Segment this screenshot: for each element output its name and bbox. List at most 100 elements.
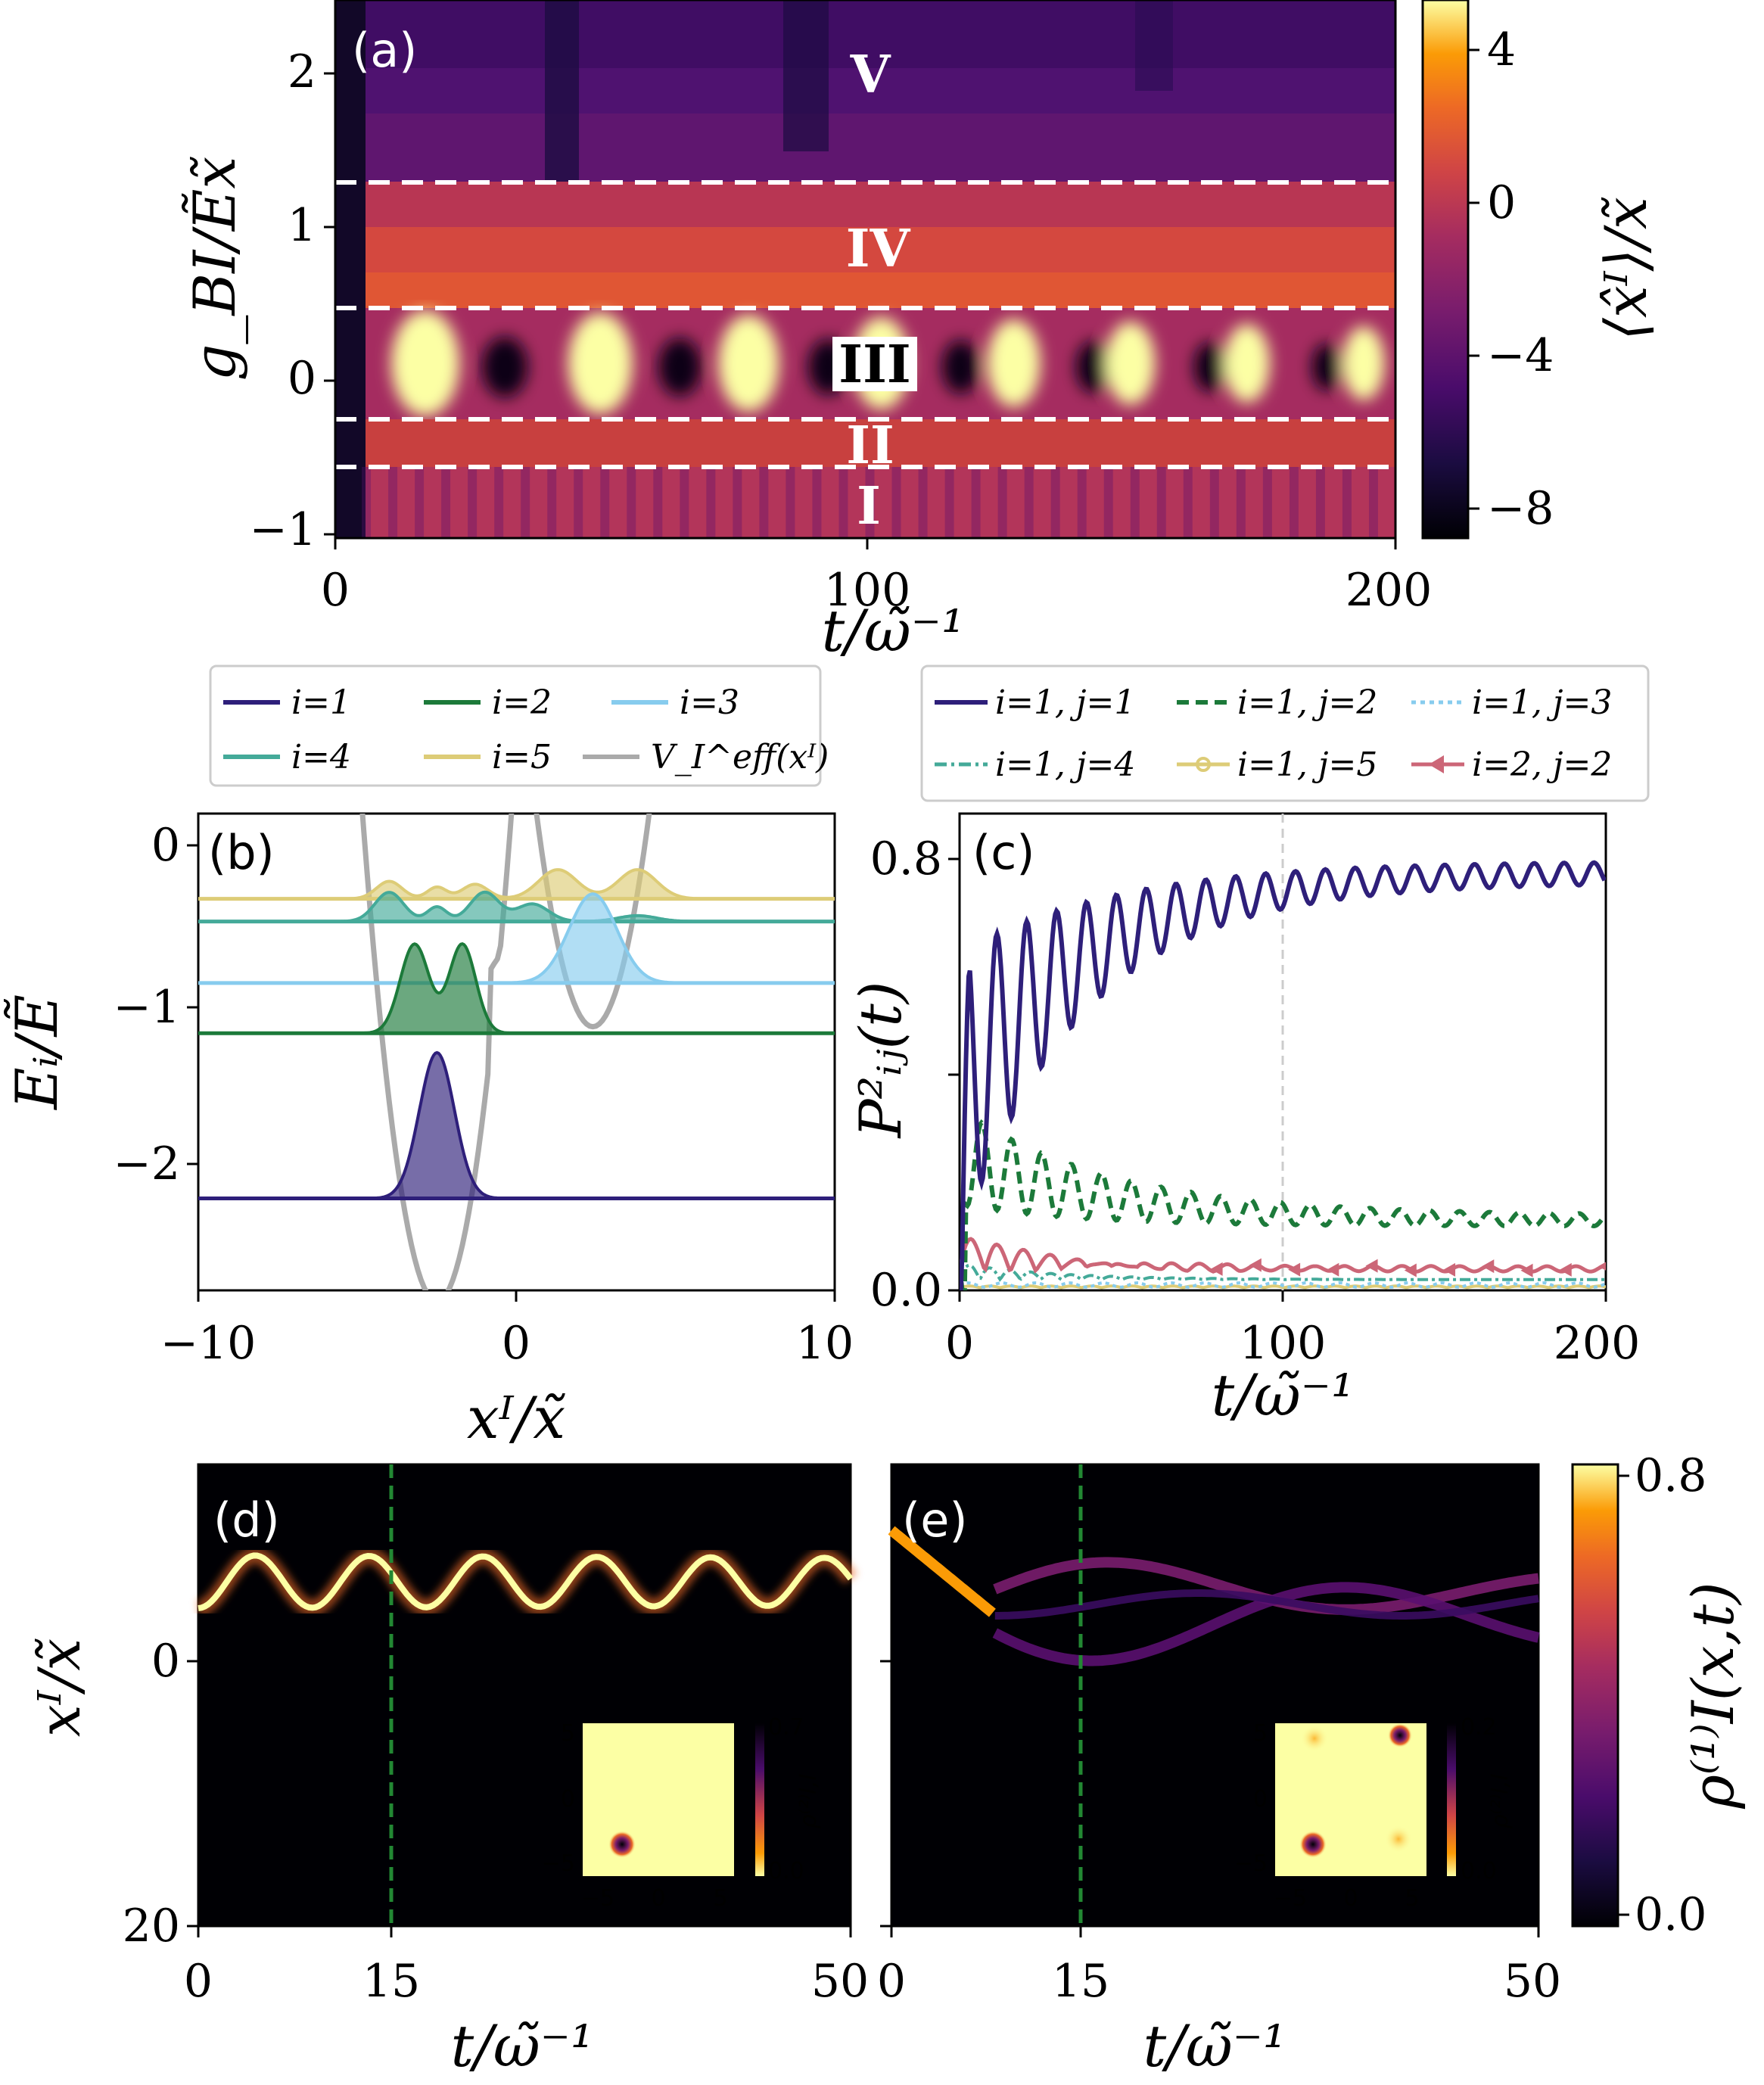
a-xtick-0: 0	[321, 564, 350, 617]
stripe-100	[865, 467, 875, 538]
osc-dark-6	[1311, 344, 1342, 391]
d-inset-peak	[608, 1831, 636, 1858]
osc-bright-7	[1342, 326, 1385, 400]
stripe-115	[944, 467, 954, 538]
b-xtick-0: 0	[502, 1317, 530, 1370]
panel-d-heatmap: (d) 0.7 0.0 5 0 −5 −5 0 5 ρ⁽²⁾I,I 0 15 5…	[26, 1463, 869, 2080]
osc-bright-6	[1224, 324, 1270, 403]
stripe-65	[680, 467, 689, 538]
osc-dark-1	[658, 338, 702, 397]
stripe-180	[1289, 467, 1299, 538]
d-ytick-0: 0	[151, 1635, 180, 1688]
c-xtick-100: 100	[1240, 1317, 1327, 1370]
osc-bright-1	[568, 313, 633, 414]
b-ytick-m1: −1	[114, 981, 180, 1034]
b-content	[198, 814, 835, 1290]
stripe-50	[600, 467, 610, 538]
e-trace-early	[888, 1526, 996, 1617]
e-xtick-0: 0	[877, 1955, 906, 2008]
stripe-140	[1077, 467, 1087, 538]
heatmap-a-cells	[335, 0, 1395, 538]
region-III-box	[832, 337, 917, 391]
d-xlabel: t/ω̃⁻¹	[451, 2012, 594, 2080]
d-trace	[198, 1552, 854, 1611]
stripe-110	[918, 467, 928, 538]
b-xlabel: xᴵ/x̃	[467, 1384, 565, 1452]
cbar-a-tick-m8: −8	[1487, 482, 1554, 535]
stripe-130	[1024, 467, 1034, 538]
b-xtick-10: 10	[796, 1317, 854, 1370]
cbar-a-label: ⟨x̂ᴵ⟩/x̃	[1592, 197, 1660, 341]
c-content	[960, 860, 1606, 1290]
stripe-90	[812, 467, 822, 538]
e-inset-cbar-top: 0.2	[1461, 1714, 1497, 1741]
b-ytick-m2: −2	[114, 1137, 180, 1190]
legend-marker-22	[1429, 755, 1444, 773]
marker-i2-j2	[1327, 1262, 1339, 1277]
oscillation-bands	[391, 310, 1385, 416]
colorbar-de: 0.8 0.0 ρ⁽¹⁾I(x,t)	[1571, 1449, 1747, 1941]
panel-a-heatmap: V IV III II I (a) 0 100 200 −1 0 1 2 t/ω…	[181, 0, 1660, 664]
e-inset-peak-b	[1388, 1723, 1412, 1747]
d-inset-cbar	[755, 1723, 764, 1876]
stripe-105	[891, 467, 901, 538]
e-xlabel: t/ω̃⁻¹	[1143, 2012, 1286, 2080]
series-i1-j4	[960, 1263, 1606, 1282]
stripe-190	[1342, 467, 1352, 538]
osc-bright-2	[718, 315, 779, 412]
d-content	[197, 1547, 857, 1617]
e-xtick-50: 50	[1504, 1955, 1561, 2008]
stripe-20	[441, 467, 451, 538]
osc-bright-0	[391, 310, 460, 416]
osc-dark-3	[941, 340, 980, 394]
a-xtick-100: 100	[824, 564, 911, 617]
eigenfunction-fill-i4	[198, 892, 835, 922]
d-xtick-0: 0	[184, 1955, 213, 2008]
stripe-160	[1183, 467, 1193, 538]
a-xlabel: t/ω̃⁻¹	[822, 597, 965, 664]
stripe-85	[786, 467, 795, 538]
stripe-175	[1262, 467, 1272, 538]
stripe-185	[1315, 467, 1325, 538]
stripe-165	[1209, 467, 1219, 538]
osc-dark-4	[1075, 341, 1111, 393]
stripe-125	[997, 467, 1007, 538]
legend-c-13: i=1, j=3	[1472, 683, 1612, 722]
osc-dark-0	[482, 337, 528, 397]
panel-b-plot: (b) −10 0 10 0 −1 −2 xᴵ/x̃ Eᵢ/Ẽ	[3, 812, 854, 1452]
e-inset-peak-a	[1299, 1831, 1327, 1858]
c-ytick-08: 0.8	[870, 832, 942, 885]
e-inset-label: ρ⁽²⁾I,I	[1487, 1773, 1514, 1828]
stripe-30	[494, 467, 504, 538]
series-i1-j3	[960, 1281, 1606, 1289]
legend-b-i1: i=1	[291, 683, 351, 722]
a-ytick-1: 1	[288, 199, 316, 252]
panel-c-plot: (c) 0 100 200 0.0 0.8 t/ω̃⁻¹ P²ᵢⱼ(t)	[847, 812, 1640, 1429]
b-xtick-m10: −10	[160, 1317, 257, 1370]
a-ylabel: g_BI/Ẽx̃	[181, 157, 248, 381]
d-inset-label: ρ⁽²⁾I,I	[795, 1773, 822, 1828]
d-inset-ytick-m5: −5	[542, 1850, 575, 1877]
marker-i2-j2	[1210, 1262, 1223, 1276]
series-i2-j2	[960, 1237, 1606, 1274]
d-inset-cbar-top: 0.7	[768, 1714, 804, 1741]
stripe-25	[468, 467, 478, 538]
legend-marker-15	[1196, 757, 1211, 772]
e-xtick-15: 15	[1052, 1955, 1109, 2008]
osc-dark-5	[1193, 342, 1226, 392]
e-inset-ytick-0: 0	[1253, 1786, 1268, 1813]
c-ylabel: P²ᵢⱼ(t)	[847, 982, 914, 1140]
e-trace-mid	[994, 1589, 1539, 1620]
cbar-a-tick-0: 0	[1487, 176, 1516, 229]
stripe-195	[1368, 467, 1378, 538]
a-ytick-2: 2	[288, 45, 316, 98]
panel-e-label: (e)	[902, 1492, 968, 1548]
stripe-155	[1156, 467, 1166, 538]
a-ytick-0: 0	[288, 352, 316, 405]
region-label-I: I	[857, 476, 881, 537]
series-i1-j2	[960, 1119, 1606, 1290]
region-I-stripes	[362, 467, 1378, 538]
d-inset-ytick-0: 0	[561, 1786, 575, 1813]
d-inset-cbar-bot: 0.0	[768, 1858, 804, 1884]
